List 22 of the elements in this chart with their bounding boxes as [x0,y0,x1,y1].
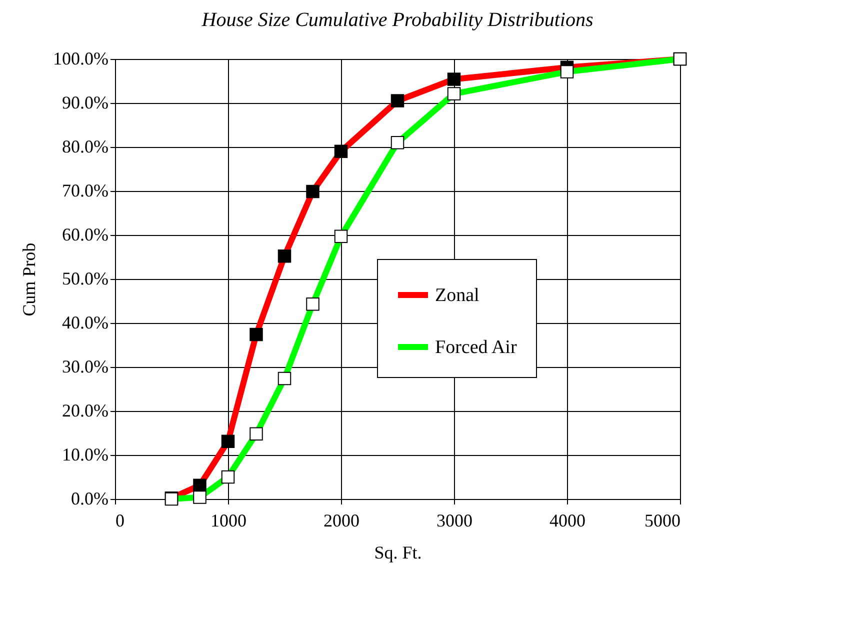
x-tick-label: 1000 [210,510,246,530]
y-tick-label: 50.0% [62,268,108,288]
x-tick-label: 0 [116,510,124,530]
x-tick-label: 3000 [436,510,472,530]
y-tick-label: 100.0% [53,48,108,68]
x-tick-label: 5000 [644,510,680,530]
y-tick-label: 70.0% [62,180,108,200]
x-tick-label: 2000 [324,510,360,530]
y-tick-label: 10.0% [62,444,108,464]
x-tick-label: 4000 [550,510,586,530]
y-tick-label: 20.0% [62,400,108,420]
legend-label: Zonal [435,285,480,306]
y-axis-title: Cum Prob [19,242,40,316]
y-tick-label: 40.0% [62,312,108,332]
y-tick-label: 0.0% [71,488,108,508]
y-tick-label: 90.0% [62,92,108,112]
y-tick-label: 30.0% [62,356,108,376]
x-axis-title: Sq. Ft. [374,542,422,562]
y-tick-label: 80.0% [62,136,108,156]
chart-title: House Size Cumulative Probability Distributions [200,9,594,31]
legend-label: Forced Air [435,337,518,358]
y-tick-label: 60.0% [62,224,108,244]
